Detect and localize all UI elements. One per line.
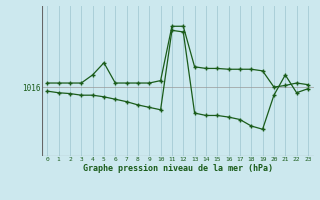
X-axis label: Graphe pression niveau de la mer (hPa): Graphe pression niveau de la mer (hPa) xyxy=(83,164,273,173)
